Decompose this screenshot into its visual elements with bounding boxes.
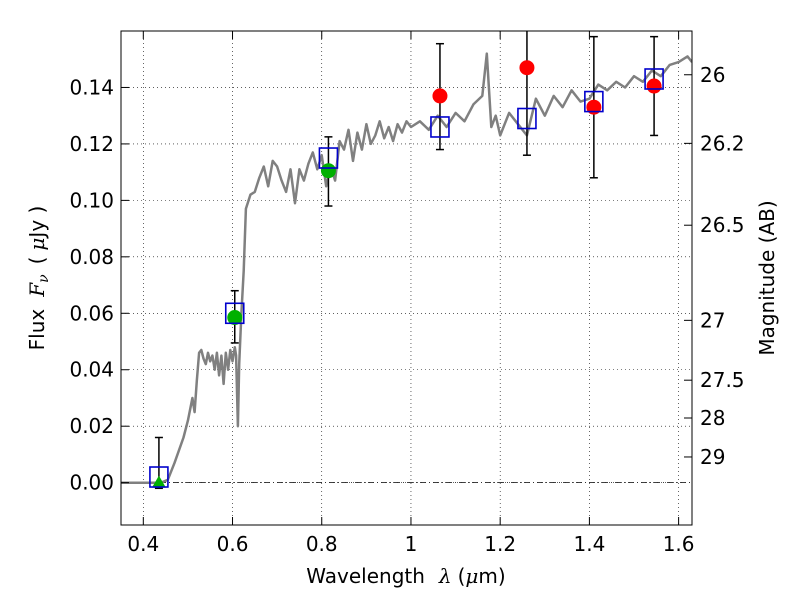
model-photometry-point (644, 68, 664, 90)
data-point (646, 78, 662, 94)
y-tick-label: 0.00 (69, 471, 114, 495)
y-tick-label: 0.04 (69, 358, 114, 382)
x-tick-label: 1 (405, 532, 418, 556)
x-tick-label: 1.6 (663, 532, 695, 556)
x-tick-label: 0.4 (127, 532, 159, 556)
y-tick-label: 0.06 (69, 301, 114, 325)
y-tick-label: 0.14 (69, 75, 114, 99)
data-point (432, 88, 448, 104)
magnitude-tick-label: 27 (700, 308, 725, 332)
magnitude-tick-label: 28 (700, 406, 725, 430)
data-point-triangle (151, 475, 166, 488)
magnitude-tick-labels: 26 26.2 26.5 27 27.5 28 29 (700, 63, 745, 469)
model-photometry-point (224, 302, 245, 325)
magnitude-axis-label: Magnitude (AB) (755, 200, 779, 355)
model-photometry-point (318, 147, 339, 169)
data-point (227, 310, 243, 326)
y-tick-label: 0.10 (69, 188, 114, 212)
x-axis-label: Wavelength λ (μm) (306, 564, 505, 588)
plot-background (121, 31, 692, 525)
axis-ticks (121, 31, 692, 525)
model-spectrum-line (121, 52, 692, 484)
y-tick-label: 0.08 (69, 245, 114, 269)
model-photometry-point (584, 90, 604, 113)
magnitude-tick-label: 26.2 (700, 131, 745, 155)
y-tick-label: 0.12 (69, 132, 114, 156)
plot-frame (120, 30, 693, 526)
x-tick-label: 1.2 (484, 532, 516, 556)
magnitude-tick-label: 26 (700, 63, 725, 87)
data-point (586, 99, 602, 115)
y-tick-labels: 0.00 0.02 0.04 0.06 0.08 0.10 0.12 0.14 (69, 75, 114, 494)
y-axis-label: FluxFν(μJy ) (25, 206, 52, 351)
magnitude-tick-label: 26.5 (700, 213, 745, 237)
x-tick-label: 0.8 (306, 532, 338, 556)
model-photometry-point (149, 466, 169, 488)
model-photometry-squares (149, 68, 664, 488)
data-point (519, 60, 535, 76)
magnitude-tick-label: 27.5 (700, 368, 745, 392)
magnitude-tick-label: 29 (700, 445, 725, 469)
x-tick-label: 0.6 (217, 532, 249, 556)
y-tick-label: 0.02 (69, 414, 114, 438)
x-tick-labels: 0.4 0.6 0.8 1 1.2 1.4 1.6 (127, 532, 694, 556)
model-photometry-point (430, 116, 450, 138)
data-point (320, 163, 336, 179)
model-photometry-point (517, 107, 537, 130)
x-tick-label: 1.4 (573, 532, 605, 556)
